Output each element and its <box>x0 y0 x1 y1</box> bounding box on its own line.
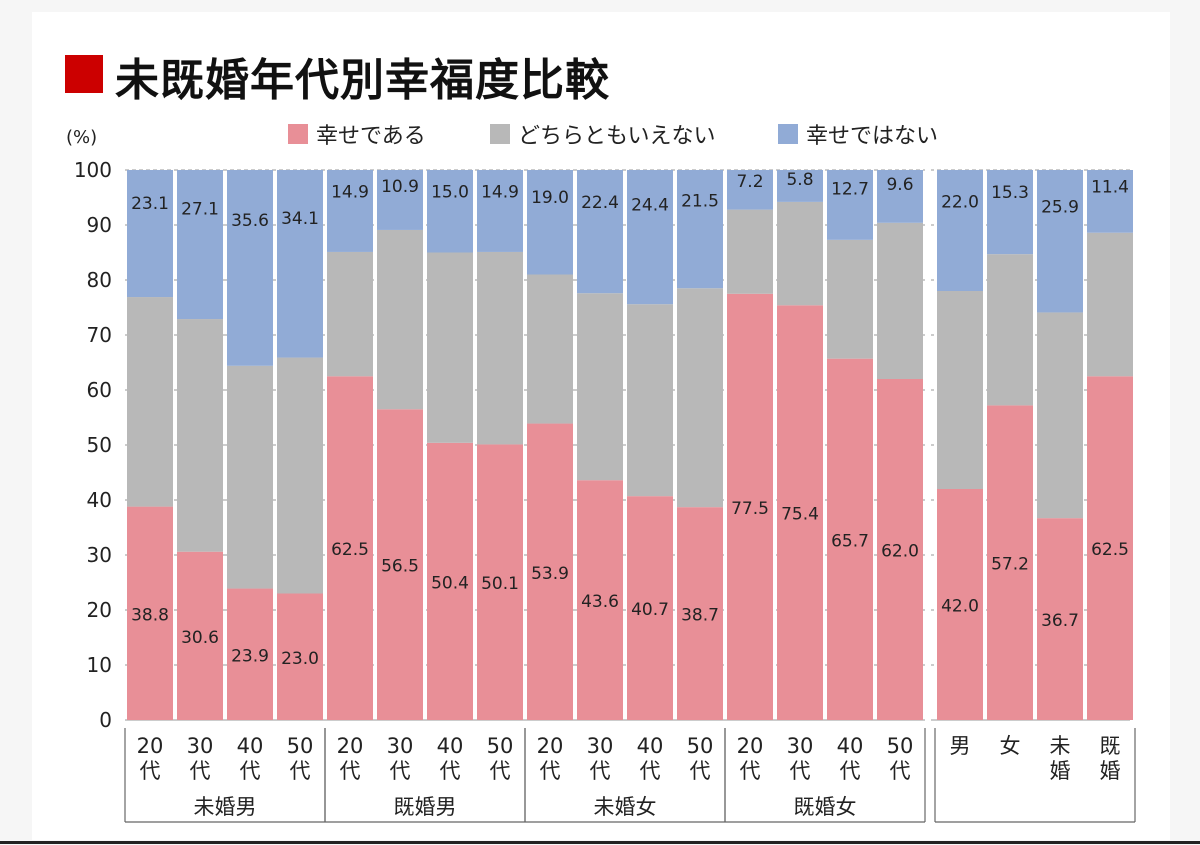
legend-swatch-unhappy <box>778 124 798 144</box>
chart-title: 未既婚年代別幸福度比較 <box>115 55 610 106</box>
legend-item-neutral: どちらともいえない <box>490 118 716 150</box>
legend-item-unhappy: 幸せではない <box>778 118 938 150</box>
bottom-rule <box>0 841 1200 844</box>
legend-swatch-neutral <box>490 124 510 144</box>
legend-item-happy: 幸せである <box>288 118 426 150</box>
y-axis-unit: (%) <box>66 127 98 148</box>
legend-label-neutral: どちらともいえない <box>518 124 716 149</box>
legend-label-happy: 幸せである <box>316 124 426 149</box>
legend-swatch-happy <box>288 124 308 144</box>
legend-label-unhappy: 幸せではない <box>806 124 939 149</box>
title-marker <box>65 55 103 93</box>
